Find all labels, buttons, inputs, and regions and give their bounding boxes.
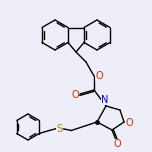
Text: N: N [101, 95, 109, 105]
Text: O: O [95, 71, 103, 81]
Text: S: S [56, 123, 62, 133]
Text: O: O [71, 90, 79, 100]
Text: O: O [113, 139, 121, 149]
Text: O: O [125, 118, 133, 128]
